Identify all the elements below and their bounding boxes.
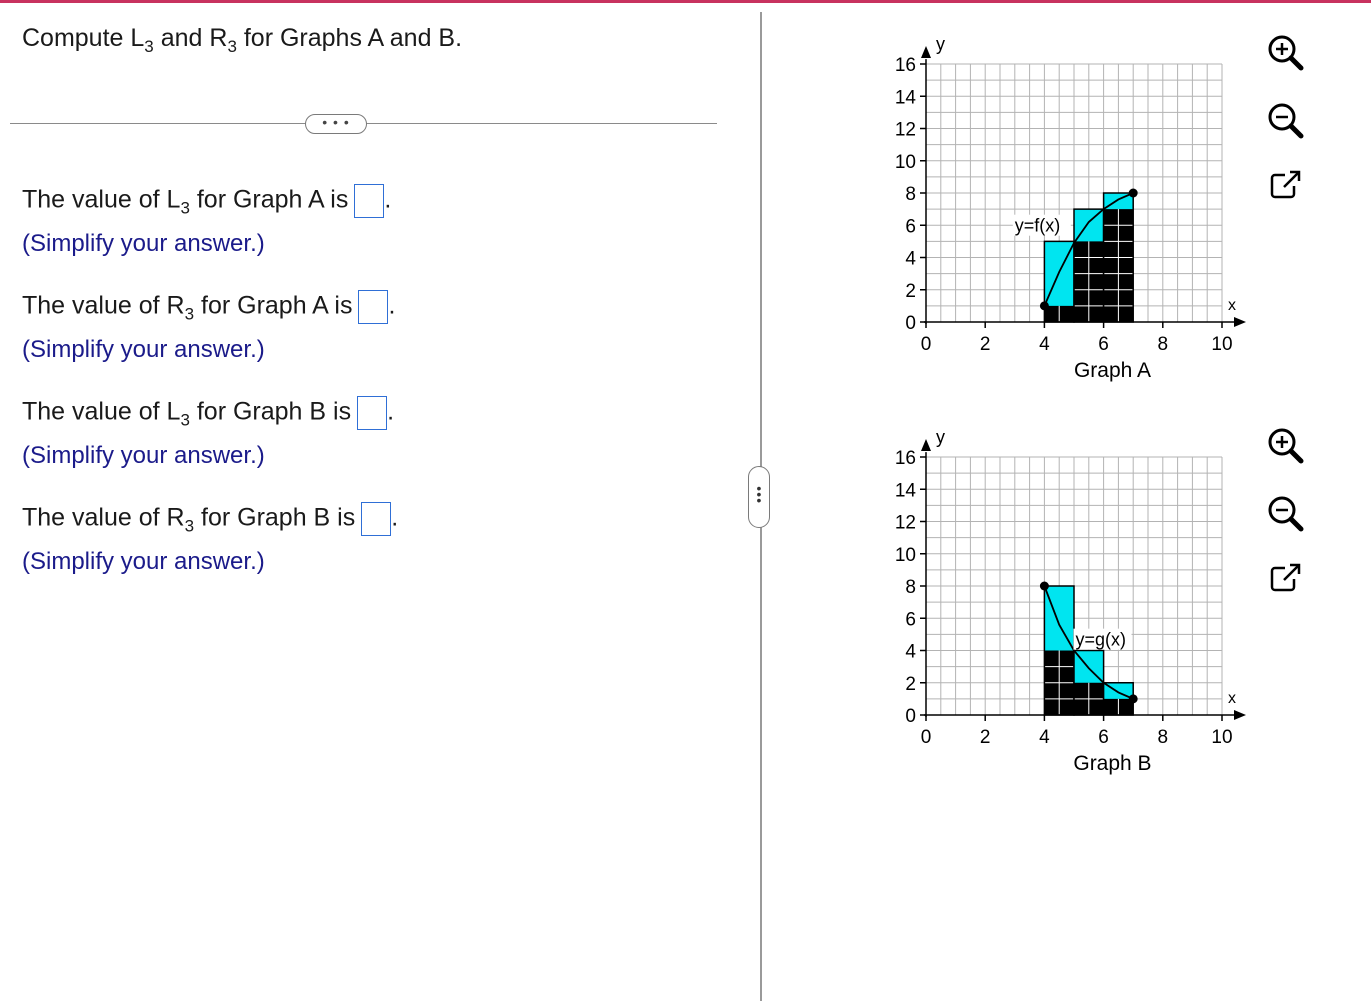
y-axis-arrow xyxy=(921,46,931,58)
expand-icon[interactable] xyxy=(1263,162,1309,208)
x-tick-label: 2 xyxy=(980,334,991,355)
y-tick-label: 14 xyxy=(895,480,917,501)
x-tick-label: 4 xyxy=(1039,334,1050,355)
curve-endpoint xyxy=(1128,694,1138,704)
y-tick-label: 2 xyxy=(905,281,916,302)
hint-text: (Simplify your answer.) xyxy=(22,442,265,469)
y-tick-label: 16 xyxy=(895,448,916,469)
hint-text: (Simplify your answer.) xyxy=(22,336,265,363)
y-tick-label: 12 xyxy=(895,513,916,534)
x-tick-label: 2 xyxy=(980,727,991,748)
y-tick-label: 12 xyxy=(895,120,916,141)
y-axis-arrow xyxy=(921,439,931,451)
answer-input-r3-graph-b[interactable] xyxy=(361,502,392,536)
y-axis-label: y xyxy=(936,34,945,54)
y-axis-label: y xyxy=(936,427,945,447)
x-tick-label: 4 xyxy=(1039,727,1050,748)
y-tick-label: 0 xyxy=(905,706,916,727)
x-tick-label: 8 xyxy=(1158,334,1169,355)
y-tick-label: 4 xyxy=(905,642,916,663)
zoom-in-icon[interactable] xyxy=(1263,423,1309,469)
curve-endpoint xyxy=(1128,188,1138,198)
graph-title: Graph B xyxy=(1073,752,1151,775)
graph-a: y x 0 2 4 6 8 10 12 14 16 0 2 4 6 8 10 y=f(x) Graph A xyxy=(895,34,1246,382)
zoom-out-icon[interactable] xyxy=(1263,98,1309,144)
x-tick-label: 10 xyxy=(1211,334,1232,355)
hint-text: (Simplify your answer.) xyxy=(22,230,265,257)
function-curve xyxy=(1043,585,1134,700)
curve-endpoint xyxy=(1039,581,1049,591)
curve-label: y=f(x) xyxy=(1015,216,1061,236)
answer-line-l3-graph-b: The value of L3 for Graph B is. xyxy=(22,396,395,430)
answer-line-r3-graph-b: The value of R3 for Graph B is. xyxy=(22,502,399,536)
graph-title: Graph A xyxy=(1074,359,1151,382)
curve-label-background xyxy=(1073,628,1132,650)
x-tick-label: 0 xyxy=(921,334,932,355)
top-accent-bar xyxy=(0,0,1371,3)
x-axis-label: x xyxy=(1228,690,1236,707)
y-tick-label: 16 xyxy=(895,55,916,76)
y-tick-label: 8 xyxy=(905,577,916,598)
answer-input-r3-graph-a[interactable] xyxy=(358,290,389,324)
hint-text: (Simplify your answer.) xyxy=(22,548,265,575)
x-tick-label: 6 xyxy=(1098,334,1109,355)
y-tick-label: 4 xyxy=(905,249,916,270)
y-tick-label: 8 xyxy=(905,184,916,205)
answer-input-l3-graph-b[interactable] xyxy=(357,396,388,430)
zoom-out-icon[interactable] xyxy=(1263,491,1309,537)
function-curve xyxy=(1043,192,1134,307)
show-more-button[interactable]: • • • xyxy=(305,114,367,134)
answer-input-l3-graph-a[interactable] xyxy=(354,184,385,218)
graph-b: y x 0 2 4 6 8 10 12 14 16 0 2 4 6 8 10 y=g(x) Graph B xyxy=(895,427,1246,775)
x-axis-arrow xyxy=(1234,317,1246,327)
x-tick-label: 6 xyxy=(1098,727,1109,748)
x-axis-arrow xyxy=(1234,710,1246,720)
y-tick-label: 10 xyxy=(895,545,916,566)
question-title: Compute L3 and R3 for Graphs A and B. xyxy=(22,24,463,56)
y-tick-label: 6 xyxy=(905,216,916,237)
answer-line-l3-graph-a: The value of L3 for Graph A is. xyxy=(22,184,392,218)
y-tick-label: 10 xyxy=(895,152,916,173)
x-tick-label: 0 xyxy=(921,727,932,748)
expand-icon[interactable] xyxy=(1263,555,1309,601)
zoom-in-icon[interactable] xyxy=(1263,30,1309,76)
y-tick-label: 14 xyxy=(895,87,917,108)
y-tick-label: 0 xyxy=(905,313,916,334)
curve-label-background xyxy=(1012,214,1071,236)
y-tick-label: 6 xyxy=(905,609,916,630)
x-tick-label: 8 xyxy=(1158,727,1169,748)
curve-label: y=g(x) xyxy=(1075,630,1126,650)
x-tick-label: 10 xyxy=(1211,727,1232,748)
answer-line-r3-graph-a: The value of R3 for Graph A is. xyxy=(22,290,396,324)
splitter-handle[interactable]: • • • xyxy=(748,466,770,528)
y-tick-label: 2 xyxy=(905,674,916,695)
x-axis-label: x xyxy=(1228,297,1236,314)
curve-endpoint xyxy=(1039,301,1049,311)
